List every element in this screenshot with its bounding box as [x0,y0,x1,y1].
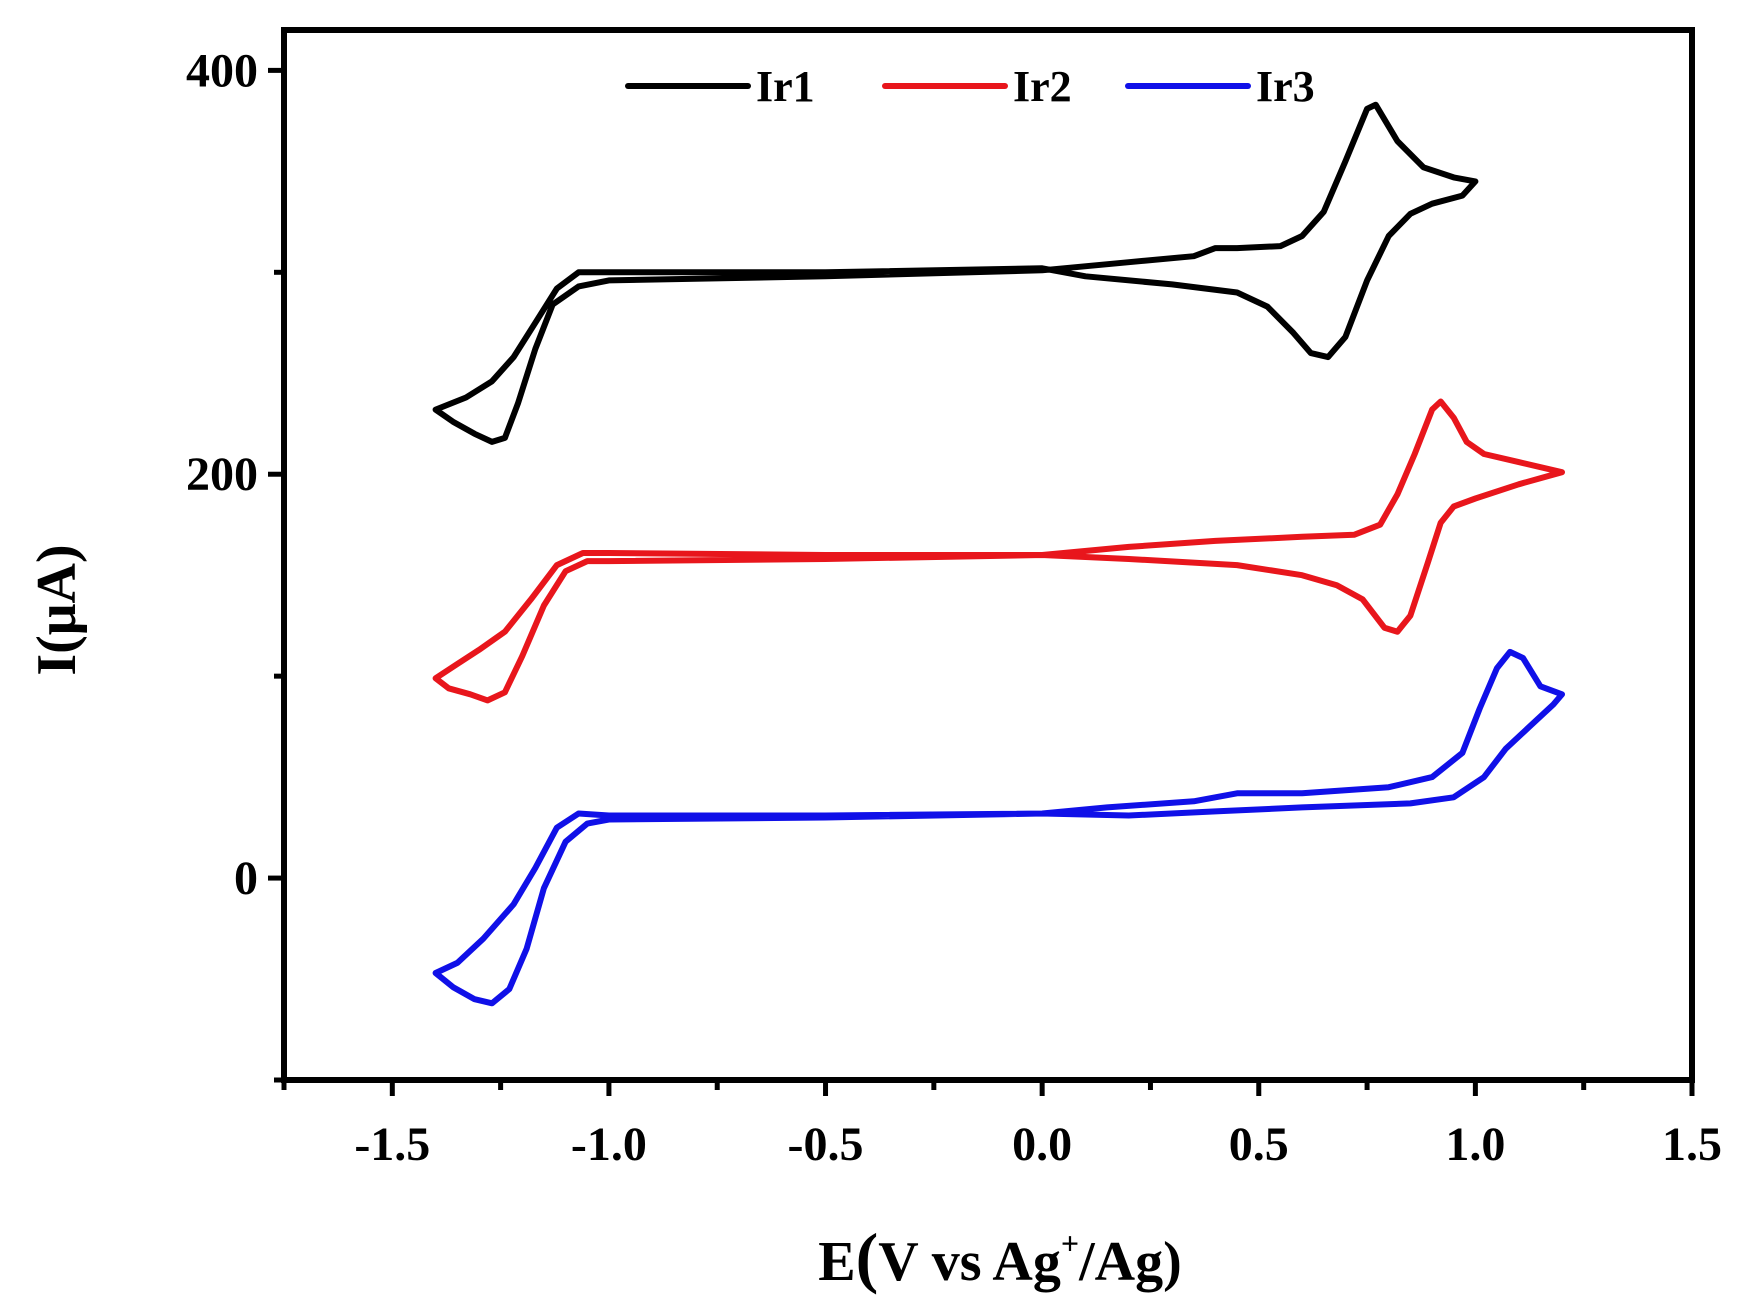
x-axis-title-superscript: + [1061,1225,1079,1261]
x-tick-label: 0.5 [1229,1118,1289,1171]
plot-frame [281,27,1695,1083]
x-axis-title-open-paren: ( [856,1219,879,1295]
y-tick-label: 0 [234,852,258,905]
series-layer [432,101,1565,1007]
y-axis-title: I(μA) [26,544,88,675]
x-tick-label: 1.0 [1445,1118,1505,1171]
y-tick-label: 400 [186,44,258,97]
x-axis-title-body: V vs Ag [878,1231,1061,1293]
x-tick-label: 0.0 [1012,1118,1072,1171]
legend: Ir1 Ir2 Ir3 [625,62,1315,111]
series-line-ir1 [432,101,1479,445]
x-tick-label: -0.5 [788,1118,864,1171]
x-axis-title-main: E [818,1231,855,1293]
series-line-ir3 [432,648,1565,1007]
x-axis-title-tail: /Ag) [1078,1231,1182,1293]
x-tick-label: 1.5 [1662,1118,1722,1171]
y-tick-label: 200 [186,448,258,501]
legend-label-ir2: Ir2 [1013,62,1072,111]
tick-layer: -1.5 -1.0 -0.5 0.0 0.5 1.0 1.5 0 200 400 [186,44,1722,1171]
x-axis-title: E(V vs Ag+/Ag) [818,1219,1181,1295]
x-tick-label: -1.5 [354,1118,430,1171]
legend-label-ir1: Ir1 [756,62,815,111]
series-line-ir2 [432,398,1565,704]
legend-label-ir3: Ir3 [1256,62,1315,111]
x-tick-label: -1.0 [571,1118,647,1171]
